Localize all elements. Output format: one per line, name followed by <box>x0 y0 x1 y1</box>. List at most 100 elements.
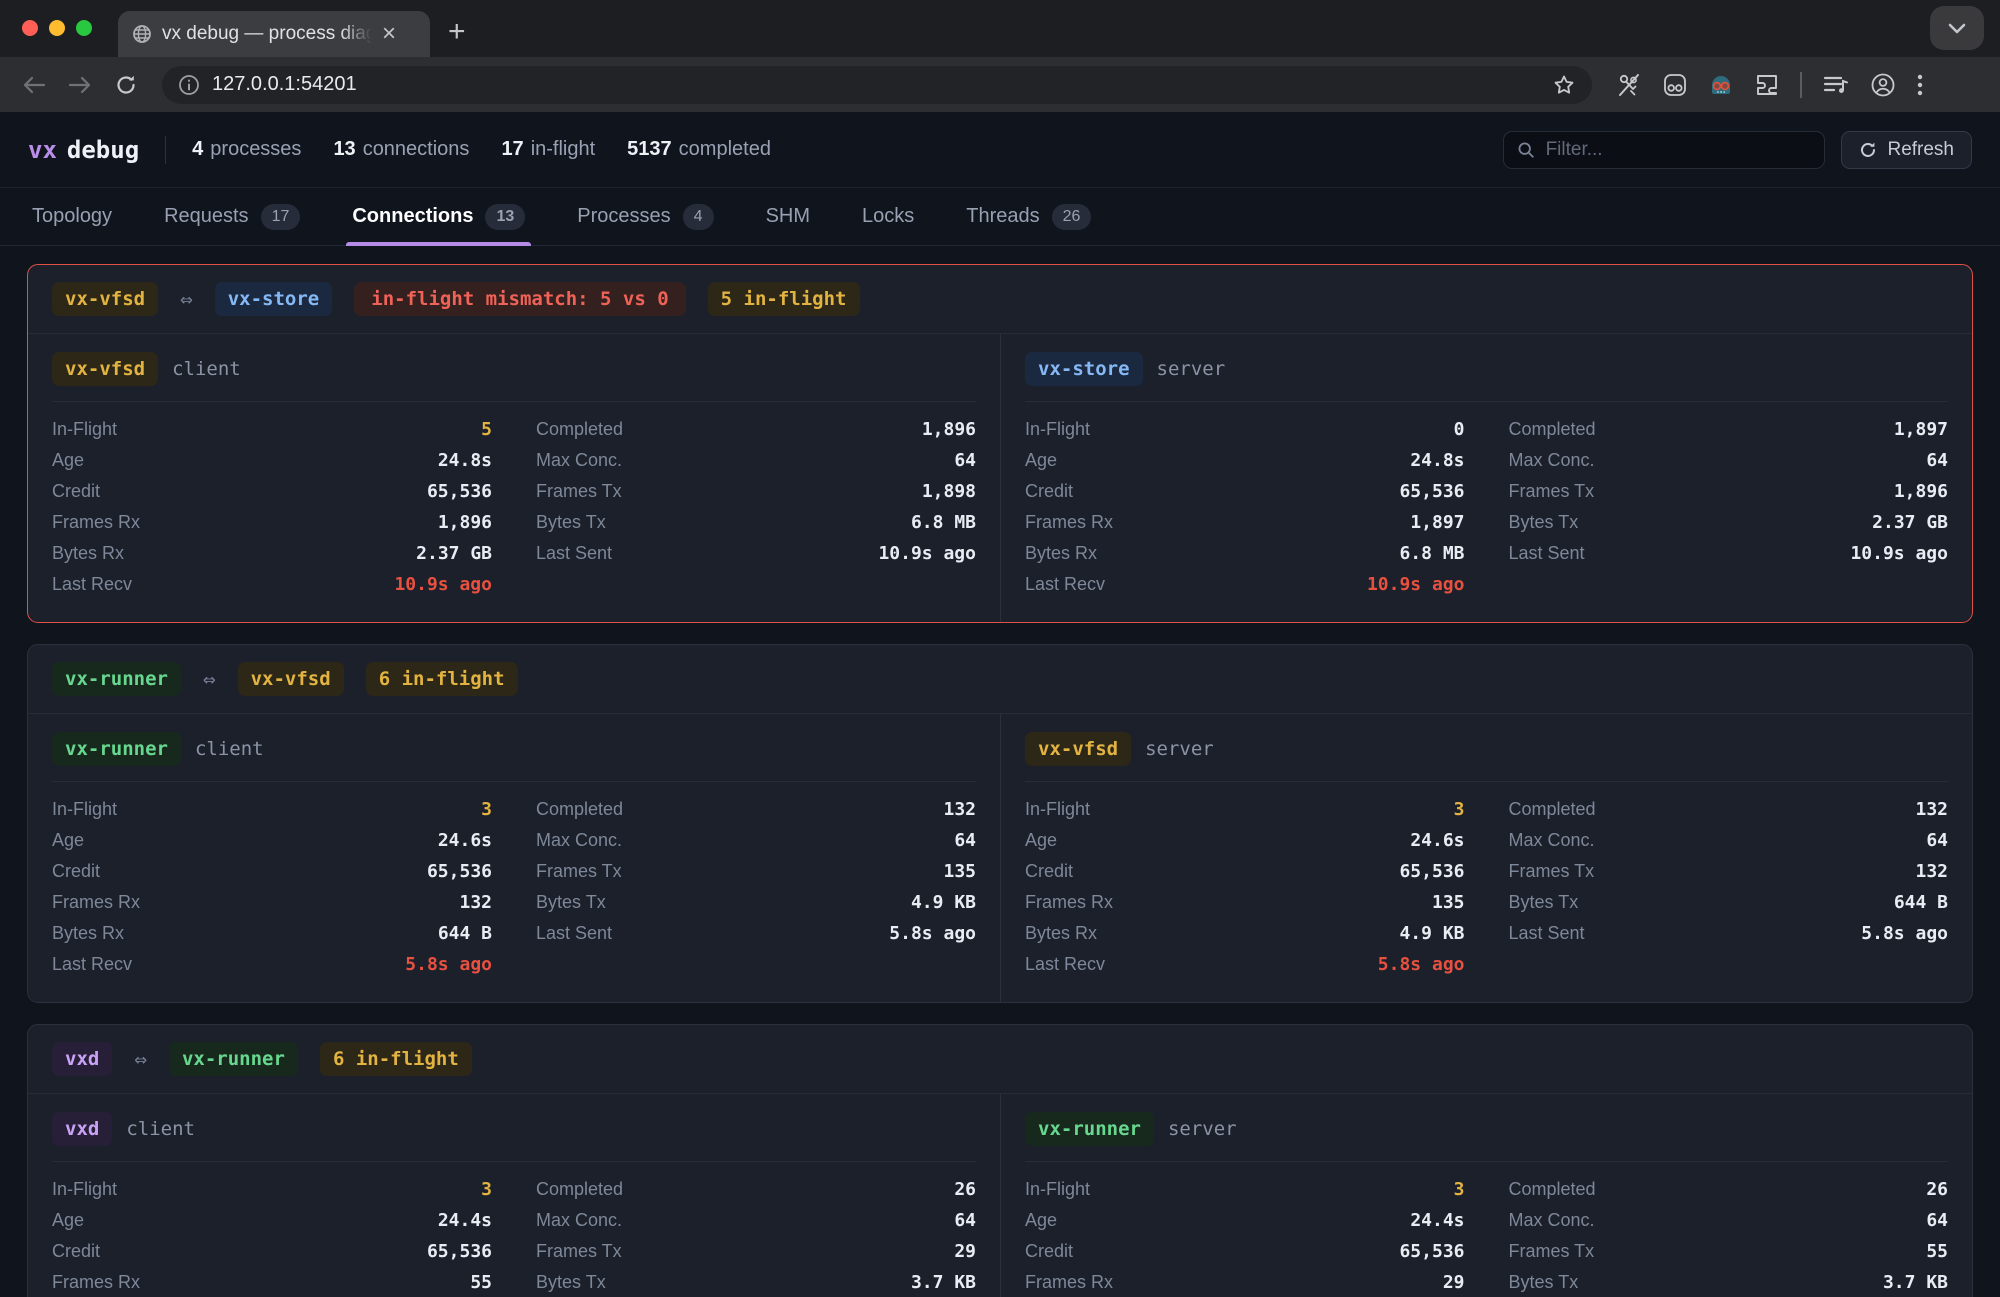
stat-value: 5.8s ago <box>1377 954 1465 975</box>
tab-locks[interactable]: Locks <box>862 188 914 245</box>
endpoint-chip: vx-runner <box>52 662 181 696</box>
browser-tab[interactable]: vx debug — process diagnost × <box>118 11 430 57</box>
tab-count-badge: 13 <box>485 203 526 230</box>
stat-value: 0 <box>1453 419 1465 440</box>
stat-value: 5.8s ago <box>405 954 492 975</box>
stat-label: Frames Rx <box>1025 892 1114 912</box>
stat-label: Frames Rx <box>52 512 141 532</box>
stat-label: Frames Tx <box>536 861 622 881</box>
robot-avatar-icon[interactable] <box>1708 72 1734 98</box>
stat-label: Age <box>52 830 85 850</box>
stat-label: Last Sent <box>1508 923 1585 943</box>
stat-pair: Last Sent 10.9s ago <box>536 538 976 569</box>
stat-pair: Credit 65,536 <box>1025 1236 1465 1267</box>
puzzle-icon[interactable] <box>1754 72 1780 98</box>
tab-shm[interactable]: SHM <box>766 188 810 245</box>
minimize-window-button[interactable] <box>49 20 65 36</box>
profile-icon[interactable] <box>1870 72 1896 98</box>
stat-value: 64 <box>954 1210 976 1231</box>
browser-tab-strip: vx debug — process diagnost × + <box>0 0 2000 57</box>
stats-grid: In-Flight 0 Completed 1,897 Age 24.8s Max Conc… <box>1025 414 1948 600</box>
endpoint-chip: vx-runner <box>168 1042 298 1076</box>
tab-count-badge: 26 <box>1051 203 1092 230</box>
filter-box[interactable] <box>1503 130 1826 169</box>
stat-label: Credit <box>52 1241 101 1261</box>
close-window-button[interactable] <box>22 20 38 36</box>
lens-box-icon[interactable] <box>1662 72 1688 98</box>
tab-topology[interactable]: Topology <box>32 188 112 245</box>
stat-label: Completed <box>1508 799 1596 819</box>
endpoint-role-label: server <box>1145 738 1214 760</box>
tab-connections[interactable]: Connections 13 <box>346 188 532 246</box>
tab-processes[interactable]: Processes 4 <box>577 188 714 245</box>
panel-header: vx-vfsd server <box>1025 732 1948 782</box>
stat-pair: Completed 132 <box>1509 794 1949 825</box>
stat-pair: Frames Rx 29 <box>1025 1267 1465 1297</box>
header-stat: 17 in-flight <box>501 138 595 161</box>
tab-close-icon[interactable]: × <box>382 20 397 47</box>
stat-label: Frames Tx <box>1508 481 1595 501</box>
stat-pair: Frames Tx 55 <box>1509 1236 1949 1267</box>
stat-value: 10.9s ago <box>1850 543 1948 564</box>
stat-pair: Bytes Rx 2.37 GB <box>52 538 492 569</box>
star-icon[interactable] <box>1552 73 1576 97</box>
endpoint-chip: vx-vfsd <box>237 662 344 696</box>
stat-pair: Age 24.6s <box>52 825 492 856</box>
kebab-menu-icon[interactable] <box>1916 72 1924 98</box>
tab-label: Threads <box>966 205 1040 227</box>
filter-input[interactable] <box>1545 138 1812 161</box>
stat-label: Frames Tx <box>1508 861 1595 881</box>
stat-label: In-Flight <box>1025 799 1091 819</box>
stat-value: 2.37 GB <box>1872 512 1948 533</box>
refresh-button[interactable]: Refresh <box>1841 130 1972 169</box>
endpoint-role-label: server <box>1167 1118 1237 1140</box>
bidirectional-arrow-icon: ⇔ <box>134 1047 147 1071</box>
stat-value: 644 B <box>1893 892 1948 913</box>
zoom-window-button[interactable] <box>76 20 92 36</box>
url-text[interactable]: 127.0.0.1:54201 <box>212 73 357 95</box>
bidirectional-arrow-icon: ⇔ <box>202 667 216 691</box>
stat-value: 4.9 KB <box>910 892 976 913</box>
stat-label: Bytes Tx <box>536 1272 606 1292</box>
stat-value: 29 <box>1442 1272 1465 1293</box>
tab-requests[interactable]: Requests 17 <box>164 188 301 245</box>
connection-card: vx-runner ⇔ vx-vfsd 6 in-flight vx-runner cli… <box>27 644 1973 1003</box>
stat-pair: Credit 65,536 <box>1025 476 1465 507</box>
stat-pair: Bytes Tx 2.37 GB <box>1509 507 1949 538</box>
stat-pair: Bytes Rx 644 B <box>52 918 492 949</box>
endpoint-chip: vx-store <box>214 282 333 316</box>
reload-button[interactable] <box>106 65 146 105</box>
process-chip: vx-vfsd <box>1025 732 1132 766</box>
back-button[interactable] <box>14 65 54 105</box>
stat-pair: Age 24.8s <box>52 445 492 476</box>
stat-label: In-Flight <box>1025 419 1091 439</box>
stat-pair: Completed 1,896 <box>536 414 976 445</box>
forward-button[interactable] <box>60 65 100 105</box>
stat-pair: In-Flight 0 <box>1025 414 1465 445</box>
stat-value: 65,536 <box>1399 481 1465 502</box>
stat-pair <box>536 949 976 980</box>
stat-pair: Credit 65,536 <box>52 856 492 887</box>
endpoint-panel: vx-vfsd client In-Flight 5 Completed 1,896 Age… <box>28 334 1000 622</box>
panel-header: vxd client <box>52 1112 976 1162</box>
logo-debug: debug <box>66 135 140 164</box>
stat-label: Completed <box>536 1179 624 1199</box>
endpoint-chip: vxd <box>52 1042 113 1076</box>
new-tab-button[interactable]: + <box>448 15 466 48</box>
stat-pair: Frames Rx 135 <box>1025 887 1465 918</box>
stat-value: 64 <box>954 830 976 851</box>
stat-value: 10.9s ago <box>394 574 492 595</box>
tab-search-button[interactable] <box>1930 6 1984 50</box>
stat-pair: Last Recv 10.9s ago <box>52 569 492 600</box>
forward-icon <box>68 76 91 93</box>
media-playlist-icon[interactable] <box>1822 73 1850 97</box>
address-bar[interactable]: 127.0.0.1:54201 <box>162 65 1592 104</box>
app-header: vx debug 4 processes 13 connections 17 in-flig… <box>0 112 2000 188</box>
stat-pair: Last Recv 5.8s ago <box>1025 949 1465 980</box>
stat-pair: In-Flight 3 <box>52 1174 492 1205</box>
stat-label: Last Recv <box>1025 954 1106 974</box>
stat-value: 5137 <box>627 138 672 160</box>
tab-threads[interactable]: Threads 26 <box>966 188 1092 245</box>
stat-value: 3 <box>1453 1179 1465 1200</box>
keys-icon[interactable] <box>1616 72 1642 98</box>
